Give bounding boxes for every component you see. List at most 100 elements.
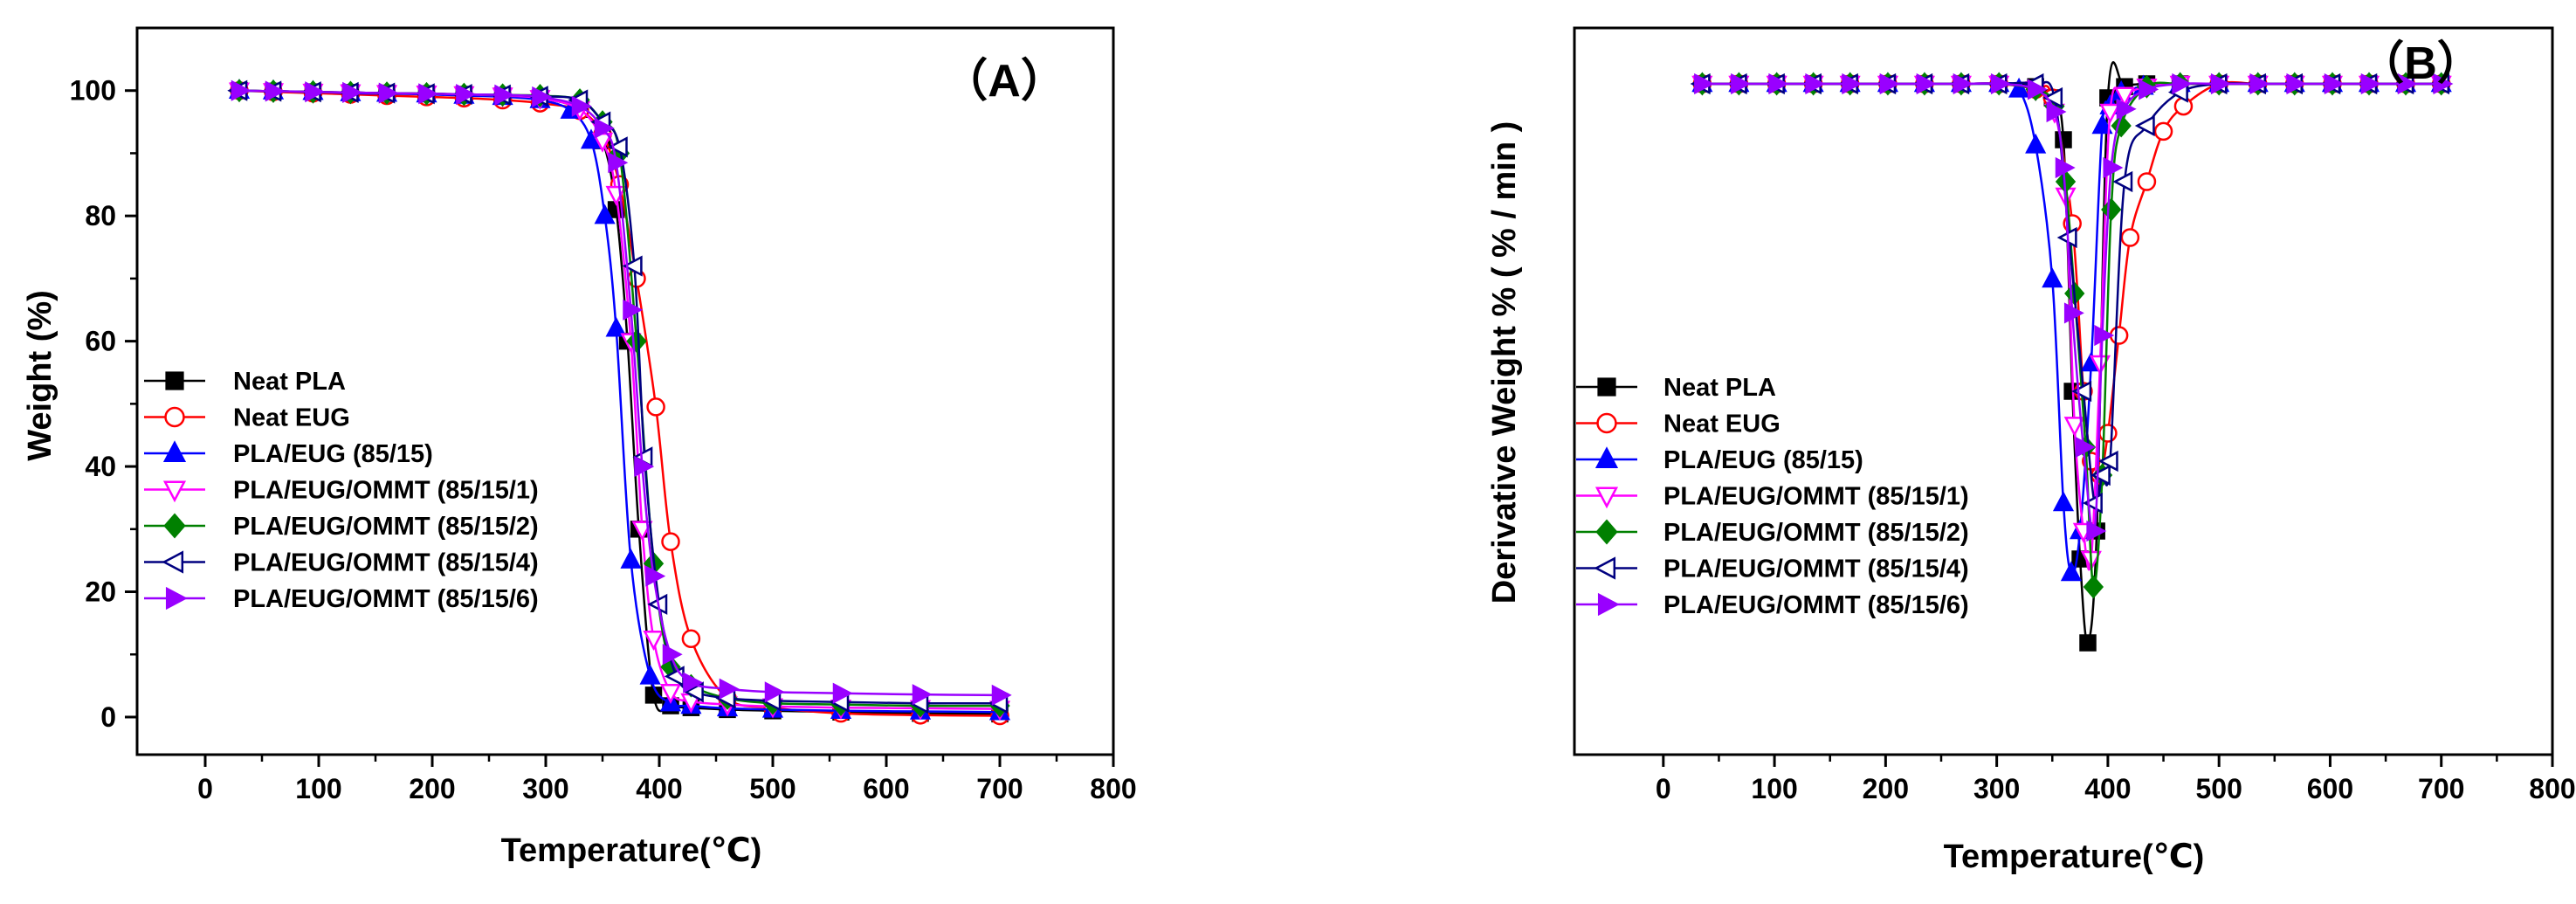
data-point xyxy=(2324,72,2345,95)
legend-label: PLA/EUG (85/15) xyxy=(233,440,433,468)
legend-item-pla-eug-ommt-85-15-4: PLA/EUG/OMMT (85/15/4) xyxy=(144,549,539,577)
panel-b-y-axis-title: Derivative Weight % ( % / min ) xyxy=(1486,121,1523,604)
legend-item-neat-pla: Neat PLA xyxy=(144,368,346,396)
data-point xyxy=(1842,72,1863,95)
data-point xyxy=(2397,72,2418,95)
legend-item-pla-eug-ommt-85-15-6: PLA/EUG/OMMT (85/15/6) xyxy=(1576,591,1969,619)
data-point xyxy=(622,255,643,277)
legend-label: PLA/EUG/OMMT (85/15/4) xyxy=(1663,556,1969,583)
legend-item-pla-eug-ommt-85-15-6: PLA/EUG/OMMT (85/15/6) xyxy=(144,585,539,613)
data-point xyxy=(2101,197,2122,222)
data-point xyxy=(2075,436,2096,459)
panel-a-label: （A） xyxy=(942,56,1066,107)
data-point xyxy=(2071,380,2092,403)
legend-label: PLA/EUG (85/15) xyxy=(1663,446,1863,474)
data-point xyxy=(2027,79,2048,100)
legend-label: Neat PLA xyxy=(1663,374,1776,402)
legend-marker xyxy=(162,550,184,574)
data-point xyxy=(991,684,1012,706)
series-pla-eug-ommt-85-15-6 xyxy=(1694,72,2454,542)
data-point xyxy=(639,664,661,685)
data-point xyxy=(764,681,785,703)
x-tick-label: 0 xyxy=(1656,773,1671,804)
data-point xyxy=(912,684,933,706)
data-point xyxy=(620,548,642,569)
x-tick-label: 300 xyxy=(1973,773,2020,804)
panel-a-plot-frame xyxy=(135,26,1115,756)
y-tick-label: 40 xyxy=(85,451,116,482)
y-tick-label: 0 xyxy=(100,701,116,733)
legend-item-neat-eug: Neat EUG xyxy=(144,404,350,432)
data-point xyxy=(659,684,682,704)
data-point xyxy=(2055,156,2076,179)
legend-marker xyxy=(1595,519,1618,545)
x-tick-label: 0 xyxy=(197,773,213,804)
data-point xyxy=(2055,131,2072,148)
legend-label: PLA/EUG/OMMT (85/15/2) xyxy=(1663,519,1969,547)
data-point xyxy=(2112,170,2133,193)
data-point xyxy=(2210,72,2231,95)
data-point xyxy=(456,83,477,106)
panel-a-legend: Neat PLA Neat EUG PLA/EUG (85/15) PLA/EUG/O… xyxy=(144,368,539,613)
data-point xyxy=(265,80,286,102)
data-point xyxy=(1953,72,1973,95)
data-point xyxy=(2173,96,2194,116)
legend-marker xyxy=(164,406,185,428)
legend-item-pla-eug-ommt-85-15-1: PLA/EUG/OMMT (85/15/1) xyxy=(144,477,539,505)
x-tick-label: 600 xyxy=(2307,773,2353,804)
data-point xyxy=(2103,156,2124,179)
legend-marker xyxy=(163,513,186,539)
x-tick-label: 100 xyxy=(295,773,341,804)
x-tick-label: 800 xyxy=(2529,773,2575,804)
x-tick-label: 700 xyxy=(976,773,1023,804)
data-point xyxy=(2139,79,2159,100)
panel-b-plot-frame xyxy=(1573,26,2554,756)
panel-a-ticks: 0 100 200 300 400 500 600 700 800 0 20 40 60 80 100 xyxy=(70,75,1137,804)
panel-b-series-group xyxy=(1690,61,2454,652)
data-point xyxy=(2172,72,2193,95)
data-point xyxy=(661,532,680,551)
data-point xyxy=(2090,464,2111,487)
data-point xyxy=(231,79,251,101)
data-point xyxy=(1990,72,2011,95)
data-point xyxy=(2098,424,2118,443)
data-point xyxy=(1768,72,1789,95)
y-tick-label: 20 xyxy=(85,576,116,608)
data-point xyxy=(623,299,644,321)
data-point xyxy=(2094,324,2115,347)
data-point xyxy=(2286,72,2307,95)
legend-marker xyxy=(1597,592,1620,617)
data-point xyxy=(2083,575,2104,599)
data-point xyxy=(1731,72,1752,95)
data-point xyxy=(532,86,553,107)
legend-label: Neat PLA xyxy=(233,368,346,396)
data-point xyxy=(2097,450,2118,473)
x-tick-label: 200 xyxy=(409,773,455,804)
legend-label: PLA/EUG/OMMT (85/15/1) xyxy=(1663,483,1969,511)
data-point xyxy=(643,631,665,651)
legend-marker xyxy=(165,586,188,611)
data-point xyxy=(571,95,592,117)
data-point xyxy=(2153,121,2173,141)
legend-label: PLA/EUG/OMMT (85/15/6) xyxy=(1663,591,1969,619)
legend-marker xyxy=(1595,446,1619,469)
panel-a-series-group xyxy=(227,79,1012,726)
panel-b-label: （B） xyxy=(2359,38,2483,89)
data-point xyxy=(2008,77,2030,98)
data-point xyxy=(2433,72,2454,95)
legend-item-pla-eug-ommt-85-15-4: PLA/EUG/OMMT (85/15/4) xyxy=(1576,556,1969,583)
x-tick-label: 600 xyxy=(863,773,909,804)
legend-item-neat-pla: Neat PLA xyxy=(1576,374,1776,402)
panel-a-y-axis-title: Weight (%) xyxy=(22,290,59,461)
legend-label: Neat EUG xyxy=(233,404,350,432)
data-point xyxy=(418,83,439,105)
data-point xyxy=(378,82,399,104)
data-point xyxy=(594,204,616,224)
legend-label: PLA/EUG/OMMT (85/15/4) xyxy=(233,549,539,577)
data-point xyxy=(832,682,853,704)
data-point xyxy=(2249,72,2270,95)
data-point xyxy=(305,81,326,103)
legend-item-neat-eug: Neat EUG xyxy=(1576,411,1780,438)
legend-marker xyxy=(1597,377,1616,397)
